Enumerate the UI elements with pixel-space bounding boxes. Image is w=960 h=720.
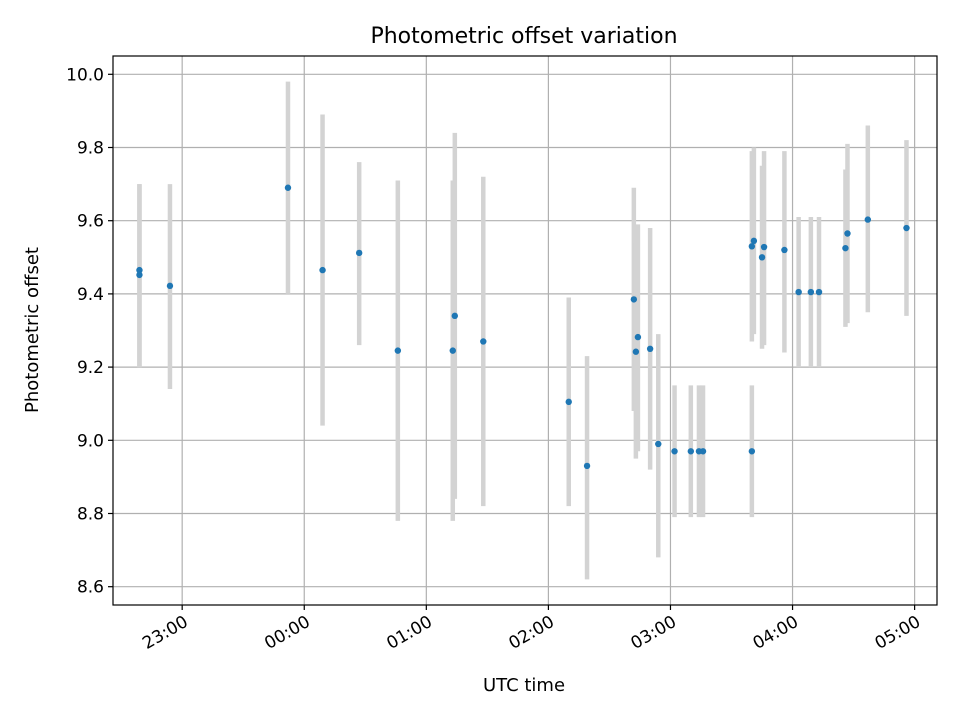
plot-frame — [112, 55, 938, 606]
data-point — [671, 448, 678, 455]
data-point — [815, 288, 823, 296]
data-point — [394, 347, 402, 354]
x-axis-label: UTC time — [483, 675, 565, 696]
y-axis-ticks: 8.6 8.8 9.0 9.2 9.4 9.6 9.8 10.0 — [66, 65, 113, 598]
data-point — [781, 246, 788, 254]
data-point — [748, 243, 756, 250]
grid-lines — [113, 56, 937, 605]
data-point — [646, 345, 654, 352]
data-point — [750, 237, 758, 245]
y-tick-label: 8.8 — [77, 505, 104, 525]
chart-title: Photometric offset variation — [370, 24, 677, 49]
data-point — [451, 312, 459, 320]
data-point — [632, 348, 640, 355]
y-tick-label: 9.6 — [77, 212, 104, 232]
y-tick-label: 9.2 — [77, 358, 104, 378]
data-point — [583, 462, 591, 470]
y-tick-label: 8.6 — [77, 578, 104, 598]
data-point — [687, 448, 695, 455]
data-points — [136, 184, 910, 470]
data-point — [480, 338, 487, 345]
data-point — [748, 448, 756, 455]
y-tick-label: 9.4 — [77, 285, 104, 305]
data-point — [630, 296, 638, 303]
data-point — [842, 244, 849, 252]
data-point — [795, 288, 802, 296]
y-tick-label: 9.8 — [77, 139, 104, 159]
y-tick-label: 10.0 — [66, 65, 104, 85]
y-axis-label: Photometric offset — [22, 247, 43, 413]
data-point — [903, 224, 910, 232]
data-point — [319, 266, 326, 274]
data-point — [284, 184, 292, 191]
data-point — [655, 440, 662, 448]
data-point — [136, 271, 143, 279]
data-point — [634, 333, 642, 341]
data-point — [758, 254, 766, 261]
data-point — [449, 347, 456, 354]
data-point — [699, 448, 707, 455]
data-point — [844, 230, 851, 237]
data-point — [864, 216, 872, 223]
data-point — [166, 282, 174, 290]
data-point — [807, 288, 815, 296]
data-point — [565, 398, 572, 406]
data-point — [136, 266, 143, 274]
y-tick-label: 9.0 — [77, 431, 104, 451]
data-point — [355, 249, 363, 257]
data-point — [760, 243, 768, 251]
